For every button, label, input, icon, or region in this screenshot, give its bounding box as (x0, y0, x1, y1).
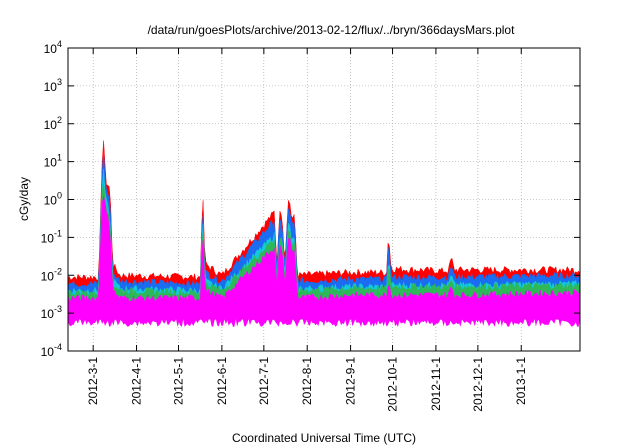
chart-title: /data/run/goesPlots/archive/2013-02-12/f… (148, 23, 516, 37)
y-tick-label: 100 (44, 191, 62, 208)
x-tick-label: 2012-12-1 (471, 357, 485, 412)
y-tick-label: 10-3 (41, 304, 62, 321)
x-tick-labels: 2012-3-1 2012-4-1 2012-5-1 2012-6-1 2012-7-1… (86, 357, 528, 412)
tick-marks (68, 47, 580, 352)
x-tick-label: 2012-3-1 (86, 357, 100, 405)
y-tick-label: 104 (44, 39, 62, 56)
y-tick-labels: 10-4 10-3 10-2 10-1 100 101 102 103 104 (41, 39, 62, 359)
x-tick-label: 2012-7-1 (257, 357, 271, 405)
series-layer (67, 140, 581, 327)
series-area (67, 196, 581, 320)
x-tick-label: 2012-5-1 (172, 357, 186, 405)
y-tick-label: 10-4 (41, 342, 62, 359)
y-tick-label: 102 (44, 115, 62, 132)
x-tick-label: 2012-6-1 (215, 357, 229, 405)
x-tick-label: 2013-1-1 (514, 357, 528, 405)
series-area-floor (68, 318, 580, 327)
x-tick-label: 2012-9-1 (344, 357, 358, 405)
x-tick-label: 2012-8-1 (300, 357, 314, 405)
y-axis-label: cGy/day (17, 177, 31, 221)
y-tick-label: 10-1 (41, 228, 62, 245)
y-tick-label: 103 (44, 77, 62, 94)
series-area (67, 183, 581, 320)
y-tick-label: 101 (44, 153, 62, 170)
x-axis-label: Coordinated Universal Time (UTC) (232, 431, 416, 445)
x-tick-label: 2012-10-1 (386, 357, 400, 412)
y-tick-label: 10-2 (41, 266, 62, 283)
x-tick-label: 2012-11-1 (429, 357, 443, 411)
x-tick-label: 2012-4-1 (130, 357, 144, 405)
